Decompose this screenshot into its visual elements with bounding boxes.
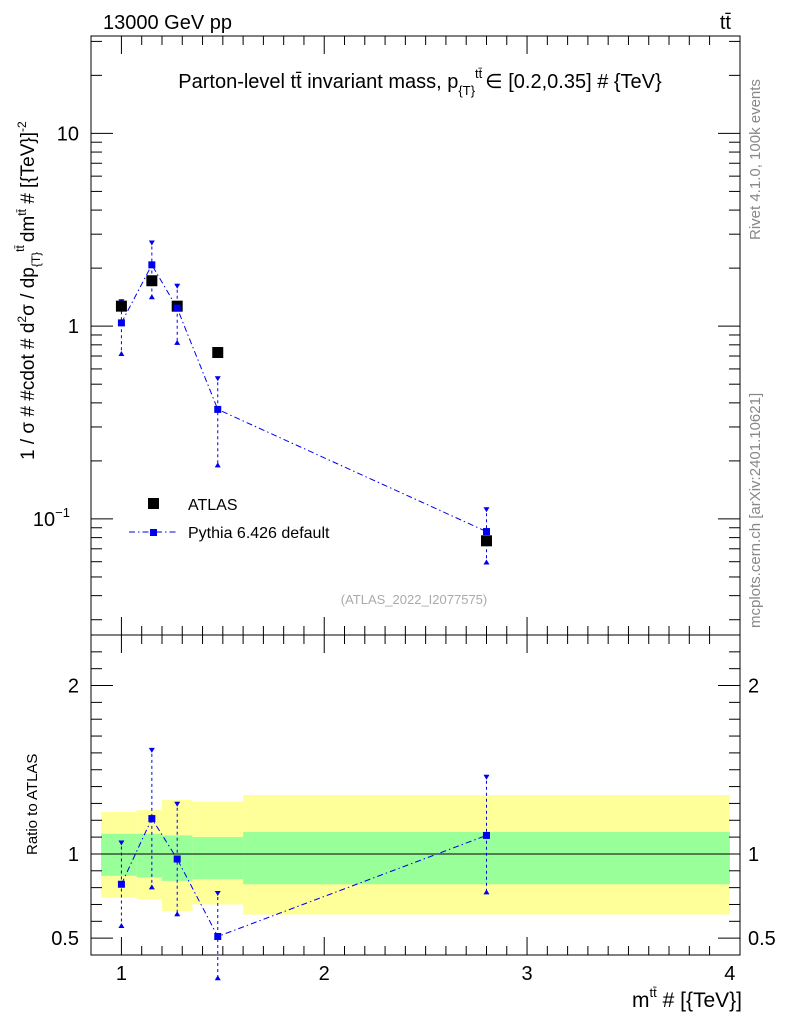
atlas-data-point — [212, 347, 224, 359]
ratio-ytick-label-right: 0.5 — [748, 928, 776, 950]
ratio-data-marks — [117, 747, 490, 981]
main-ytick-label: 10−1 — [33, 505, 70, 531]
main-panel: 10 1 10−1 Parton-level tt̄ invariant mass,… — [13, 35, 741, 636]
pythia-error-cap-low — [214, 462, 221, 468]
title-range: ∈ [0.2,0.35] # {TeV} — [485, 71, 662, 93]
atlas-data-point — [480, 535, 492, 547]
pythia-error-cap-low — [148, 294, 155, 300]
main-y-axis-label: 1 / σ # #cdot # d2σ / dp{T}tt̄dmtt̄ # [{… — [13, 121, 43, 460]
x-tick-label: 2 — [319, 963, 330, 985]
process-label: tt̄ — [720, 12, 732, 34]
ratio-error-cap-low — [214, 975, 221, 981]
mcplots-label: mcplots.cern.ch [arXiv:2401.10621] — [747, 393, 764, 628]
pythia-error-cap-low — [118, 351, 125, 357]
pythia-error-cap-high — [174, 283, 181, 289]
x-tick-label: 4 — [724, 963, 735, 985]
ratio-ytick-label-left: 2 — [68, 676, 79, 698]
ratio-error-cap-low — [148, 884, 155, 890]
ratio-y-axis-label: Ratio to ATLAS — [24, 754, 41, 855]
pythia-error-cap-high — [483, 507, 490, 513]
ratio-data-point — [148, 815, 156, 823]
title-sup: tt̄ — [475, 66, 483, 81]
ratio-green-band — [243, 832, 730, 885]
collision-label: 13000 GeV pp — [103, 12, 232, 34]
ratio-uncertainty-bands — [91, 795, 740, 915]
ratio-ytick-label-left: 0.5 — [51, 928, 79, 950]
ratio-error-cap-high — [148, 747, 155, 753]
pythia-data-point — [148, 261, 156, 269]
ratio-green-band — [192, 837, 244, 880]
ratio-data-point — [214, 932, 222, 940]
pythia-data-point — [117, 319, 125, 327]
ratio-error-cap-high — [214, 891, 221, 896]
legend-pythia-marker — [150, 529, 157, 536]
ratio-ytick-label-left: 1 — [68, 844, 79, 866]
title-sub: {T} — [458, 83, 475, 98]
main-data-marks — [115, 240, 492, 565]
ratio-green-band — [136, 833, 162, 878]
pythia-error-cap-low — [174, 339, 181, 345]
ratio-data-point — [482, 831, 490, 839]
legend: ATLAS Pythia 6.426 default — [129, 497, 330, 542]
pythia-error-cap-high — [148, 240, 155, 246]
ratio-error-cap-low — [483, 889, 490, 895]
plot-title: Parton-level tt̄ invariant mass, p{T}tt̄… — [178, 66, 662, 98]
ratio-ytick-label-right: 2 — [748, 676, 759, 698]
atlas-data-point — [146, 275, 158, 287]
ratio-frame — [90, 634, 741, 956]
legend-atlas-label: ATLAS — [188, 497, 238, 514]
ratio-error-cap-low — [174, 911, 181, 917]
main-axis-ticks: 10 1 10−1 — [33, 36, 740, 635]
pythia-error-cap-high — [214, 376, 221, 382]
ratio-error-cap-low — [118, 923, 125, 929]
x-tick-label: 1 — [116, 963, 127, 985]
atlas-data-point — [115, 300, 127, 312]
x-axis-label: mtt̄ # [{TeV}] — [632, 985, 742, 1012]
pythia-data-point — [173, 304, 181, 312]
ratio-data-point — [173, 855, 181, 863]
ratio-error-cap-high — [483, 774, 490, 780]
pythia-data-point — [482, 528, 490, 536]
analysis-watermark: (ATLAS_2022_I2077575) — [341, 592, 487, 607]
legend-pythia-label: Pythia 6.426 default — [188, 525, 330, 542]
main-ytick-label: 1 — [68, 316, 79, 338]
main-ytick-label: 10 — [57, 123, 79, 145]
ratio-panel: 0.5 0.5 1 1 2 2 1 2 3 4 Ratio to ATLAS mtt̄ # [{T… — [24, 634, 776, 1012]
ratio-green-band — [101, 833, 137, 876]
x-tick-label: 3 — [521, 963, 532, 985]
ratio-ytick-label-right: 1 — [748, 844, 759, 866]
ratio-error-cap-high — [118, 840, 125, 846]
pythia-series-line — [120, 263, 487, 533]
pythia-data-point — [214, 405, 222, 413]
ratio-axis-ticks: 0.5 0.5 1 1 2 2 1 2 3 4 — [51, 635, 776, 985]
ratio-error-cap-high — [174, 801, 181, 807]
pythia-error-cap-low — [483, 559, 490, 565]
rivet-label: Rivet 4.1.0, 100k events — [747, 79, 764, 240]
ratio-data-point — [117, 880, 125, 888]
legend-atlas-marker — [148, 498, 159, 509]
title-main: Parton-level tt̄ invariant mass, p — [178, 71, 458, 93]
